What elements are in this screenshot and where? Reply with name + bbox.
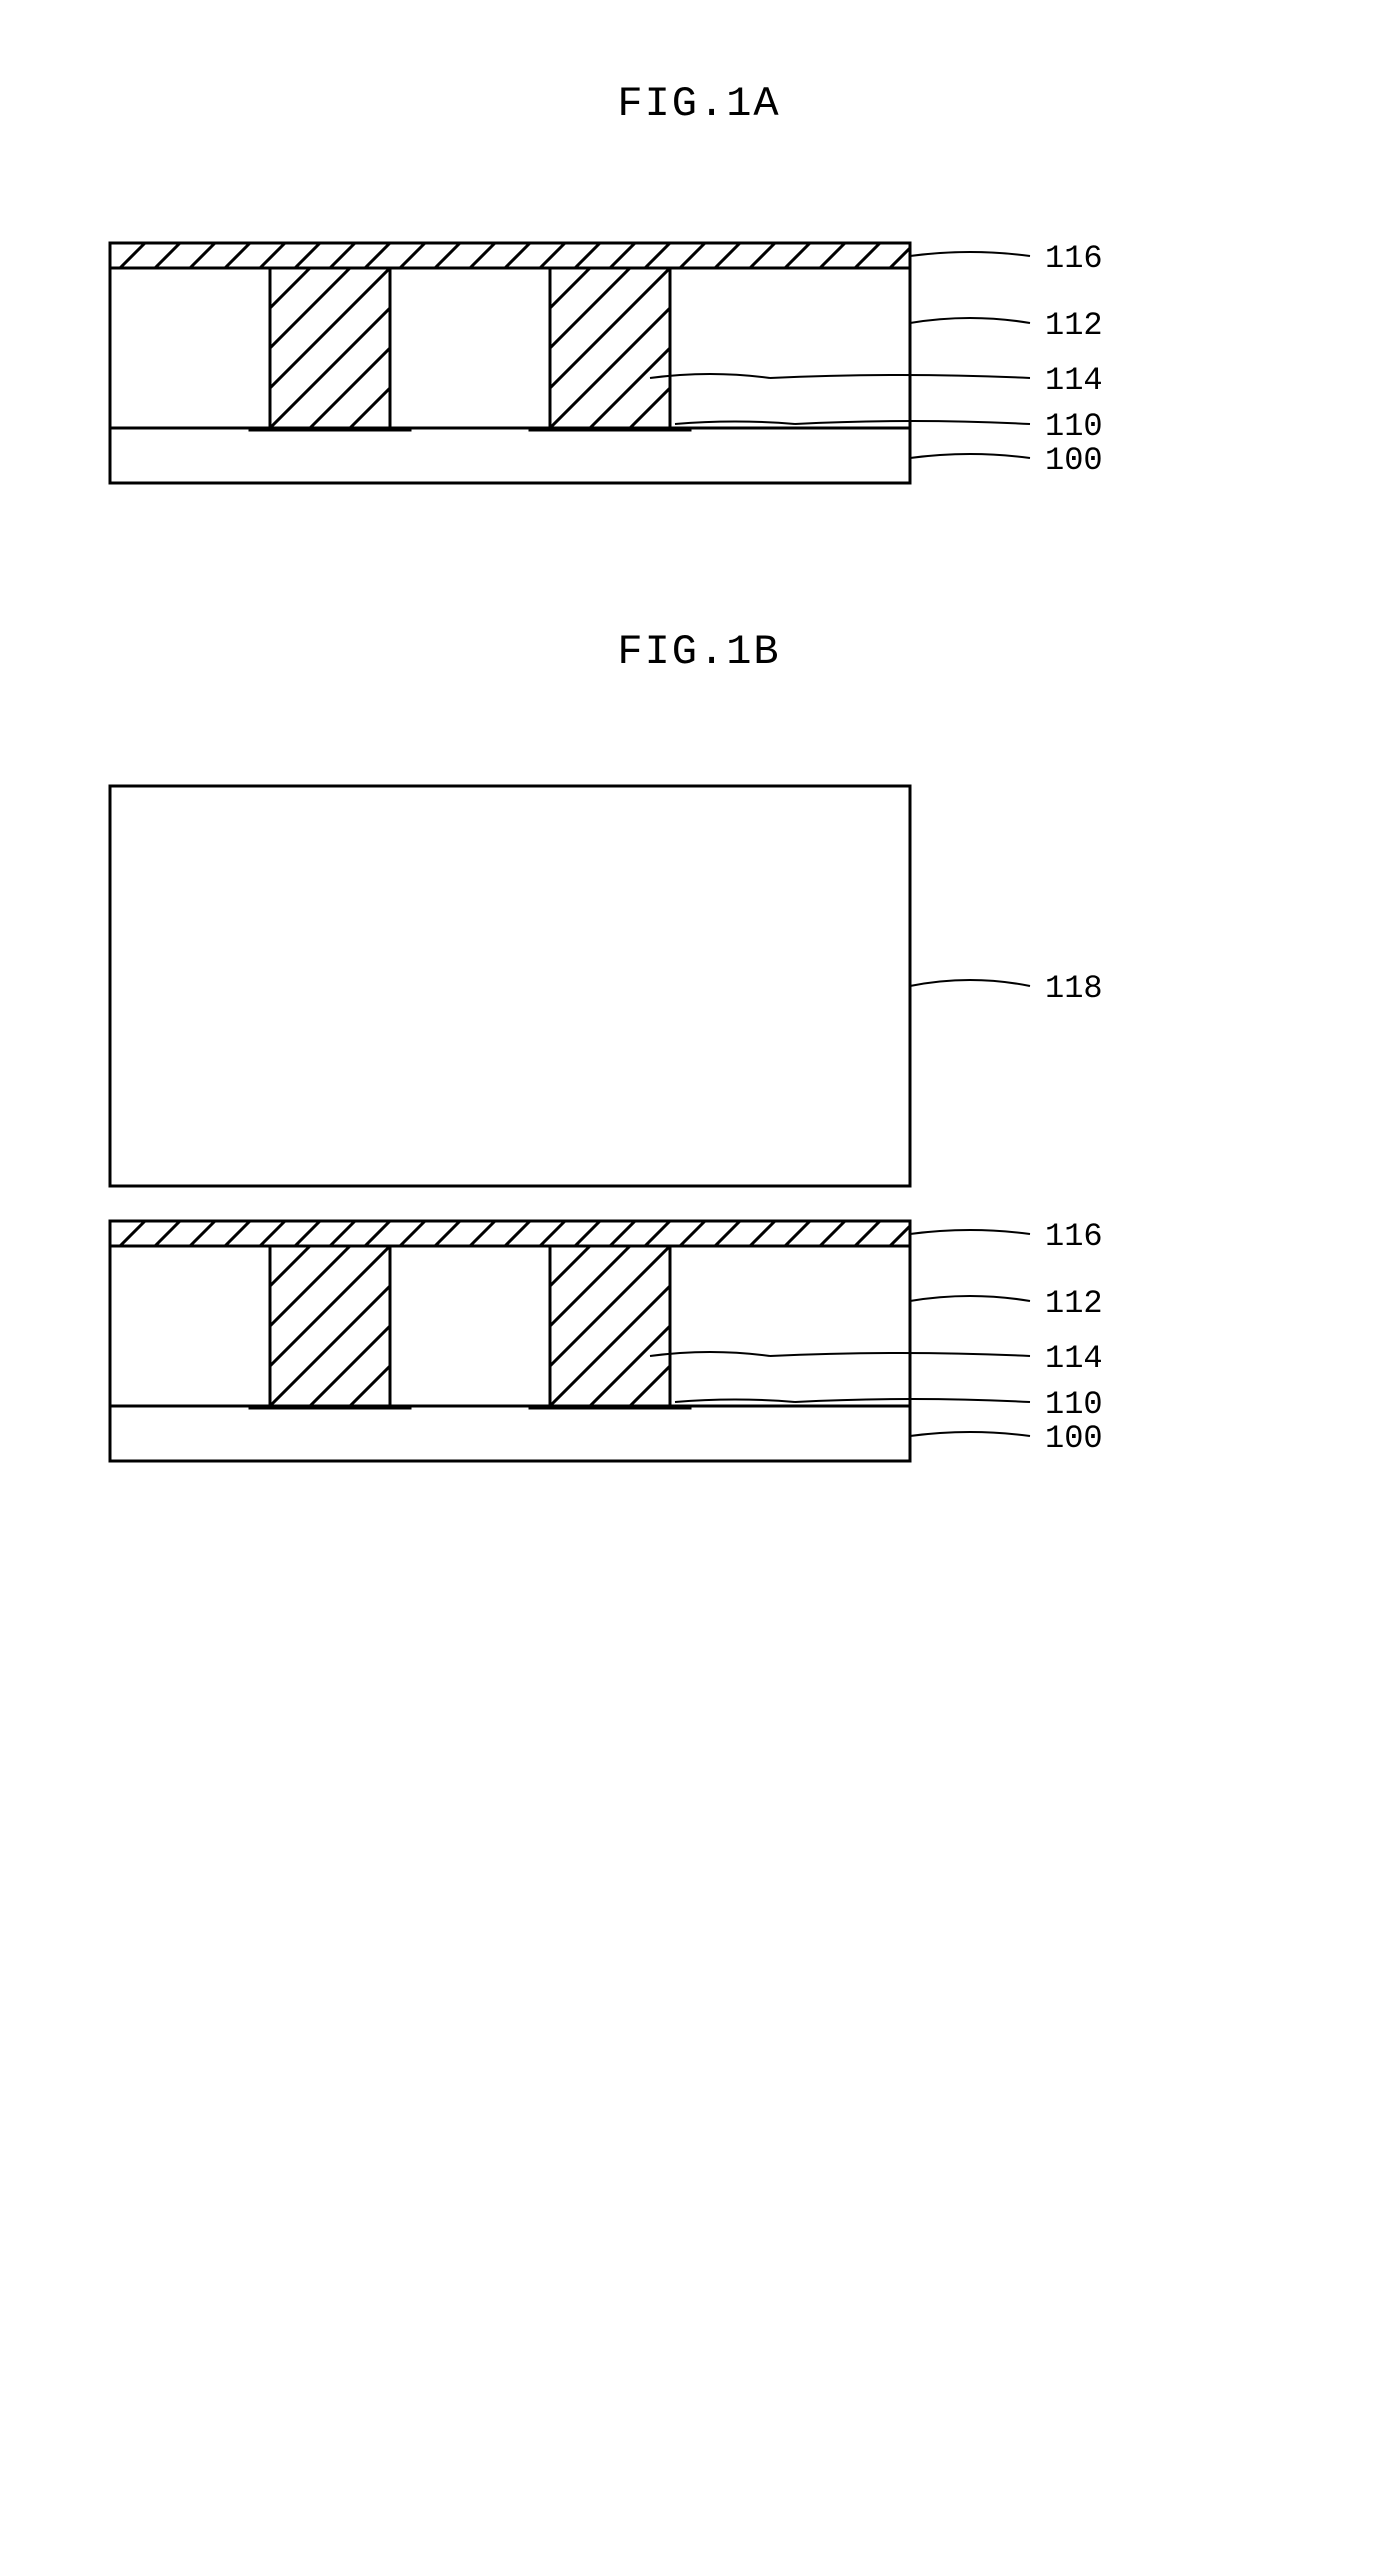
svg-text:116: 116 [1045,240,1103,277]
figure-b-svg: 118 116 112 114 110100 [40,756,1180,1476]
svg-text:110: 110 [1045,408,1103,445]
figure-a-svg: 116 112 114 110100 [40,208,1180,488]
svg-text:110: 110 [1045,1386,1103,1423]
svg-text:112: 112 [1045,1285,1103,1322]
svg-text:100: 100 [1045,1420,1103,1457]
svg-text:100: 100 [1045,442,1103,479]
figure-b-diagram: 118 116 112 114 110100 [40,756,1358,1476]
svg-text:114: 114 [1045,362,1103,399]
svg-text:112: 112 [1045,307,1103,344]
svg-text:114: 114 [1045,1340,1103,1377]
figure-b-title: FIG.1B [40,628,1358,676]
svg-text:118: 118 [1045,970,1103,1007]
figure-a-diagram: 116 112 114 110100 [40,208,1358,488]
figure-a-title: FIG.1A [40,80,1358,128]
svg-text:116: 116 [1045,1218,1103,1255]
